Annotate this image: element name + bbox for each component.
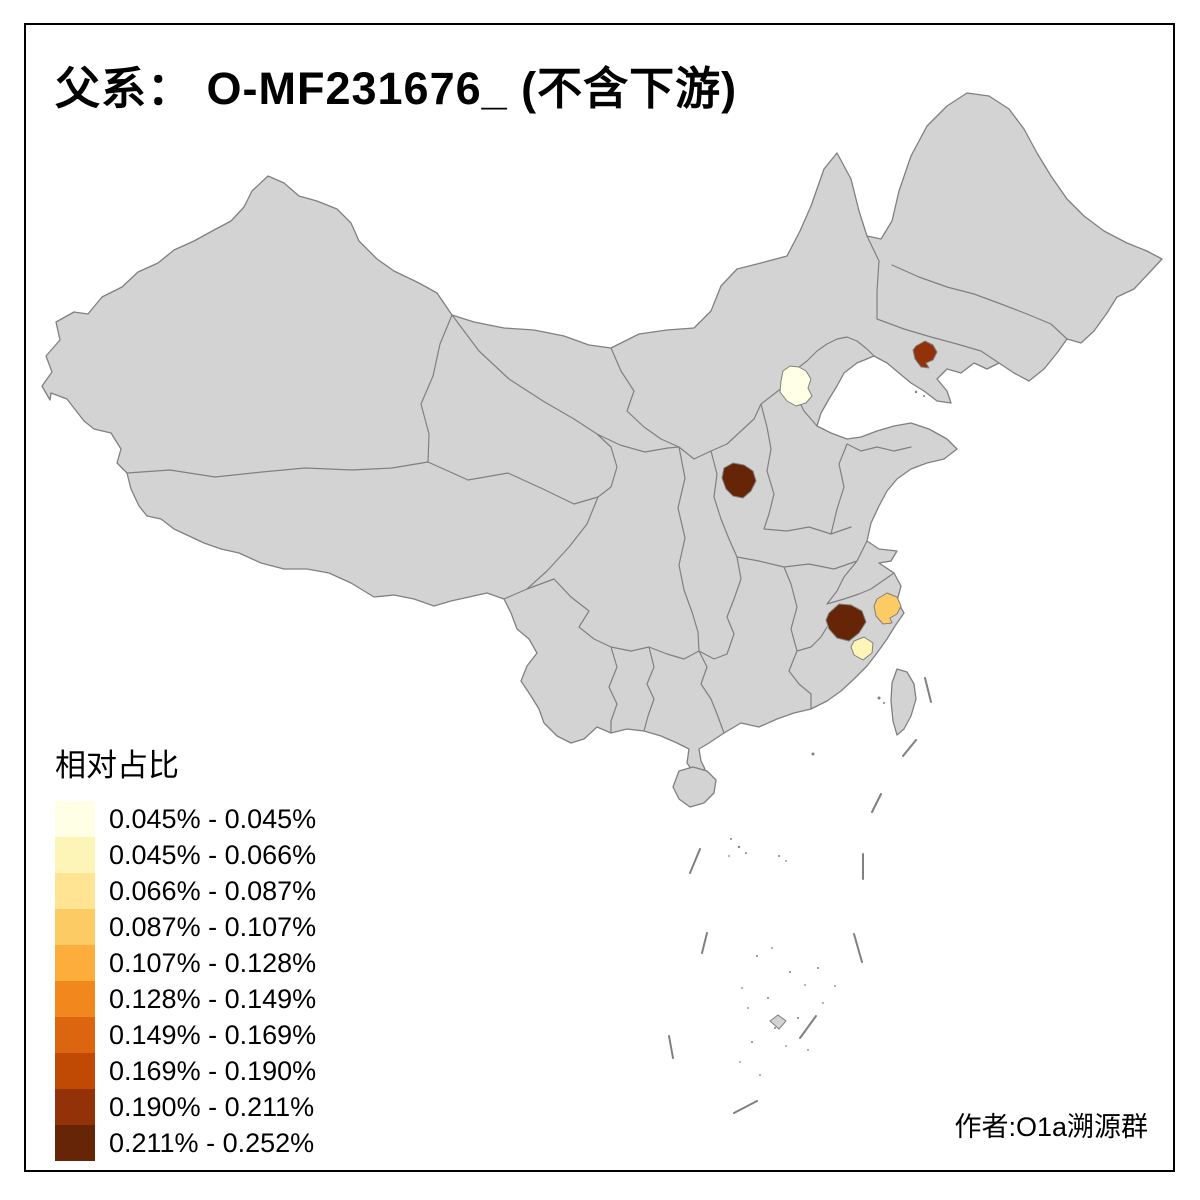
legend-swatch xyxy=(55,1053,95,1089)
legend-swatch xyxy=(55,1125,95,1161)
legend-item: 0.087% - 0.107% xyxy=(55,909,316,945)
legend-item: 0.128% - 0.149% xyxy=(55,981,316,1017)
highlight-region-north-hebei xyxy=(779,365,813,407)
legend-label: 0.128% - 0.149% xyxy=(109,984,317,1014)
legend-label: 0.045% - 0.066% xyxy=(109,840,317,870)
nine-dash-line xyxy=(668,677,932,1114)
legend-label: 0.045% - 0.045% xyxy=(109,804,317,834)
south-sea-islet xyxy=(769,1014,787,1030)
highlight-region-south-shanxi xyxy=(721,462,757,499)
legend-items: 0.045% - 0.045% 0.045% - 0.066% 0.066% - 0… xyxy=(55,801,316,1161)
legend-label: 0.107% - 0.128% xyxy=(109,948,317,978)
legend-swatch xyxy=(55,945,95,981)
legend-item: 0.190% - 0.211% xyxy=(55,1089,316,1125)
legend-label: 0.211% - 0.252% xyxy=(109,1128,315,1158)
legend-item: 0.066% - 0.087% xyxy=(55,873,316,909)
author-credit: 作者:O1a溯源群 xyxy=(954,1112,1148,1142)
legend-item: 0.169% - 0.190% xyxy=(55,1053,316,1089)
legend-swatch xyxy=(55,909,95,945)
legend-swatch xyxy=(55,1017,95,1053)
legend-label: 0.190% - 0.211% xyxy=(109,1092,315,1122)
china-mainland-shape xyxy=(41,92,1163,774)
page-title: 父系： O-MF231676_ (不含下游) xyxy=(55,63,738,114)
highlight-region-east-fujian xyxy=(850,636,874,661)
legend-label: 0.149% - 0.169% xyxy=(109,1020,317,1050)
legend-swatch xyxy=(55,981,95,1017)
legend-item: 0.211% - 0.252% xyxy=(55,1125,316,1161)
legend-swatch xyxy=(55,1089,95,1125)
highlight-region-south-zhejiang xyxy=(873,592,902,625)
legend-item: 0.149% - 0.169% xyxy=(55,1017,316,1053)
legend-item: 0.045% - 0.066% xyxy=(55,837,316,873)
legend-item: 0.107% - 0.128% xyxy=(55,945,316,981)
small-islands xyxy=(728,390,925,1076)
highlight-region-central-liaoning xyxy=(912,340,938,369)
legend: 相对占比 0.045% - 0.045% 0.045% - 0.066% 0.066… xyxy=(55,740,316,1161)
legend-swatch xyxy=(55,801,95,837)
hainan-island xyxy=(672,766,717,808)
legend-title: 相对占比 xyxy=(55,748,179,783)
province-borders xyxy=(126,235,1068,734)
highlight-region-northwest-fujian xyxy=(825,603,867,642)
legend-swatch xyxy=(55,873,95,909)
legend-label: 0.087% - 0.107% xyxy=(109,912,317,942)
legend-label: 0.066% - 0.087% xyxy=(109,876,317,906)
taiwan-island xyxy=(890,668,917,736)
legend-swatch xyxy=(55,837,95,873)
legend-label: 0.169% - 0.190% xyxy=(109,1056,317,1086)
legend-item: 0.045% - 0.045% xyxy=(55,801,316,837)
